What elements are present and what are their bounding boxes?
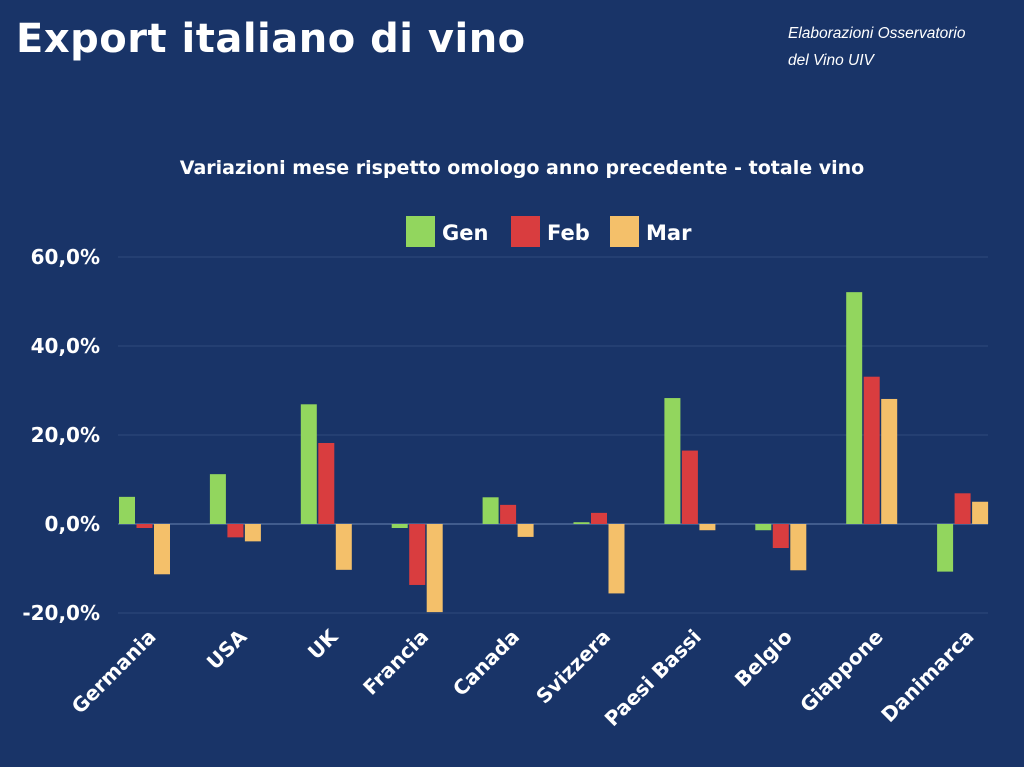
- bar-feb: [591, 512, 607, 524]
- legend-swatch-feb: [511, 216, 540, 247]
- bar-feb: [954, 493, 971, 524]
- source-note: Elaborazioni Osservatorio del Vino UIV: [788, 20, 965, 74]
- y-tick-label: 20,0%: [31, 423, 100, 447]
- bar-gen: [119, 496, 135, 524]
- x-tick-label: Canada: [448, 625, 524, 701]
- x-tick-label: Paesi Bassi: [600, 625, 706, 731]
- bar-mar: [335, 524, 352, 570]
- bar-gen: [300, 404, 317, 524]
- x-tick-label: Danimarca: [876, 625, 978, 727]
- bar-feb: [227, 524, 244, 538]
- bar-feb: [409, 524, 426, 585]
- bar-feb: [681, 450, 698, 524]
- source-line-1: Elaborazioni Osservatorio: [788, 25, 966, 42]
- bar-gen: [664, 398, 681, 524]
- bar-mar: [881, 398, 898, 524]
- source-line-2: del Vino UIV: [788, 52, 874, 69]
- x-tick-label: Francia: [358, 625, 433, 700]
- x-axis: Germania USA UK Francia Canada SvizzeraPaesi …: [67, 624, 979, 731]
- y-axis: 60,0% 40,0% 20,0% 0,0% -20,0%: [22, 245, 100, 625]
- bar-mar: [244, 524, 261, 542]
- bars: [119, 292, 989, 613]
- legend-label-feb: Feb: [547, 221, 590, 245]
- chart-title: Variazioni mese rispetto omologo anno pr…: [180, 157, 864, 179]
- bar-gen: [482, 497, 499, 524]
- y-tick-label: 40,0%: [31, 334, 100, 358]
- bar-feb: [136, 524, 153, 529]
- x-tick-label: Svizzera: [531, 625, 615, 709]
- y-tick-label: -20,0%: [22, 601, 100, 625]
- bar-feb: [772, 524, 789, 549]
- x-tick-label: Belgio: [730, 625, 797, 692]
- page-title: Export italiano di vino: [16, 16, 526, 62]
- x-tick-label: Germania: [67, 625, 161, 719]
- bar-mar: [517, 524, 534, 537]
- bar-gen: [573, 522, 590, 524]
- x-tick-label: USA: [202, 624, 252, 674]
- bar-mar: [790, 524, 807, 571]
- bar-gen: [755, 524, 772, 531]
- legend-label-mar: Mar: [646, 221, 692, 245]
- bar-feb: [318, 443, 335, 524]
- y-tick-label: 60,0%: [31, 245, 100, 269]
- bar-feb: [863, 376, 880, 524]
- bar-mar: [608, 524, 625, 594]
- bar-gen: [846, 292, 863, 524]
- bar-mar: [972, 501, 989, 524]
- legend: Gen Feb Mar: [406, 216, 692, 247]
- gridlines: [118, 256, 988, 614]
- bar-gen: [937, 524, 954, 572]
- bar-mar: [154, 524, 170, 575]
- legend-label-gen: Gen: [442, 221, 488, 245]
- bar-mar: [426, 524, 443, 613]
- bar-feb: [500, 504, 517, 524]
- bar-mar: [699, 524, 716, 531]
- bar-gen: [209, 474, 226, 524]
- x-tick-label: UK: [303, 624, 343, 664]
- legend-swatch-mar: [610, 216, 639, 247]
- x-tick-label: Giappone: [795, 625, 888, 718]
- bar-gen: [391, 524, 408, 529]
- y-tick-label: 0,0%: [45, 512, 100, 536]
- legend-swatch-gen: [406, 216, 435, 247]
